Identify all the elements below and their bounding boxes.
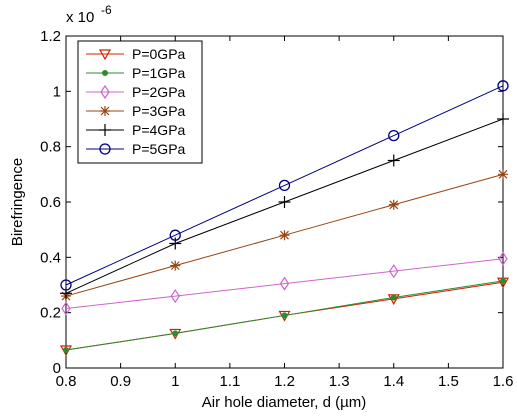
data-point [278, 179, 291, 192]
legend-item: P=3GPa [86, 103, 186, 119]
data-point [498, 169, 508, 180]
data-point [170, 288, 180, 304]
x-tick-label: 0.8 [56, 373, 77, 390]
data-point [497, 113, 509, 125]
data-point [63, 347, 69, 354]
y-axis-label: Birefringence [9, 158, 26, 246]
x-tick-label: 1 [171, 373, 179, 390]
x-tick-label: 1.4 [383, 373, 404, 390]
legend-label: P=0GPa [132, 46, 186, 62]
series-P=1GPa [63, 277, 506, 354]
data-point [388, 199, 399, 210]
legend-item: P=5GPa [86, 141, 186, 157]
x-tick-label: 1.6 [493, 373, 514, 390]
legend-label: P=4GPa [132, 122, 186, 138]
legend-marker [98, 49, 112, 61]
data-point [279, 230, 290, 241]
data-point [389, 264, 399, 279]
data-point [170, 260, 181, 271]
legend-label: P=2GPa [132, 84, 186, 100]
series-line [65, 85, 504, 286]
legend-label: P=5GPa [132, 141, 186, 157]
x-axis-label: Air hole diameter, d (µm) [202, 394, 367, 411]
y-tick-label: 0 [53, 360, 61, 377]
legend-marker [99, 124, 111, 136]
legend-item: P=1GPa [86, 65, 186, 81]
data-point [281, 312, 288, 319]
data-point [500, 277, 506, 284]
x-tick-label: 1.5 [438, 373, 459, 390]
legend-marker [99, 143, 111, 155]
data-point [390, 294, 397, 301]
series-layer [59, 80, 510, 357]
legend-item: P=2GPa [86, 84, 186, 100]
series-line [65, 258, 504, 310]
data-point [61, 301, 71, 316]
series-P=5GPa [60, 80, 509, 291]
legend-item: P=4GPa [86, 122, 186, 138]
data-point [169, 237, 182, 250]
data-point [60, 279, 72, 291]
data-point [60, 287, 72, 300]
x-tick-label: 1.2 [274, 373, 295, 390]
legend-label: P=1GPa [132, 65, 186, 81]
y-multiplier-exponent: -6 [101, 3, 112, 17]
x-tick-label: 1.1 [219, 373, 240, 390]
data-point [172, 330, 179, 337]
series-P=4GPa [60, 113, 509, 300]
data-point [279, 276, 290, 291]
legend: P=0GPa P=1GPa P=2GPa P=3GPa P=4GPa P=5GPa [77, 40, 203, 164]
y-tick-label: 0.8 [40, 139, 61, 156]
y-multiplier-base: x 10 [66, 9, 94, 26]
data-point [497, 80, 509, 92]
y-tick-label: 1.2 [40, 28, 61, 45]
legend-marker [100, 106, 110, 116]
data-point [387, 154, 400, 167]
y-tick-label: 0.2 [40, 305, 61, 322]
y-tick-label: 1 [53, 83, 61, 100]
legend-item: P=0GPa [86, 46, 186, 62]
y-tick-label: 0.6 [40, 194, 61, 211]
legend-box [77, 40, 203, 164]
data-point [278, 196, 291, 208]
x-tick-label: 1.3 [329, 373, 350, 390]
legend-marker [100, 84, 110, 100]
legend-marker [102, 70, 108, 76]
legend-label: P=3GPa [132, 103, 186, 119]
data-point [388, 129, 400, 142]
series-P=2GPa [61, 251, 508, 316]
x-tick-label: 0.9 [110, 373, 131, 390]
data-point [169, 229, 181, 241]
axis-ticks: 0.8 0.9 1 1.1 1.2 1.3 1.4 1.5 1.6 0 0.2 0.4 0.6 0.8 1 1… [40, 28, 513, 390]
y-tick-label: 0.4 [40, 249, 61, 266]
data-point [498, 251, 508, 266]
